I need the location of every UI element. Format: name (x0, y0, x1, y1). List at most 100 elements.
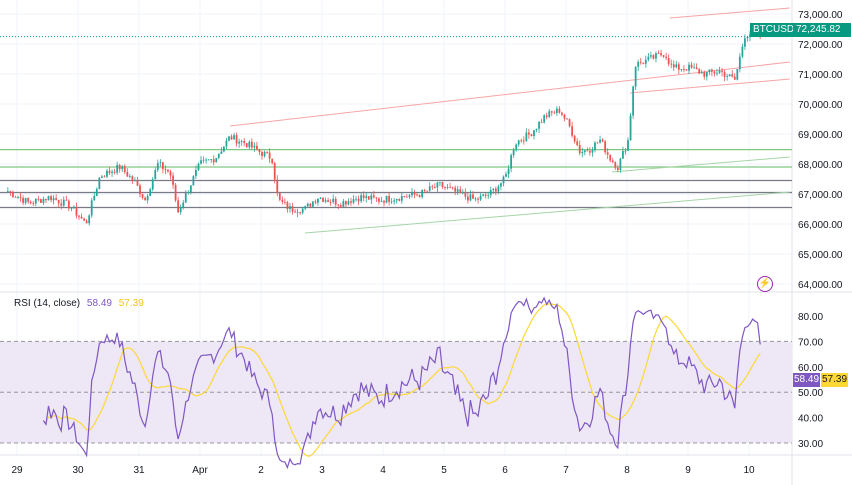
rsi-ma-badge: 57.39 (821, 373, 848, 387)
candle-body (594, 142, 596, 151)
candle-body (502, 176, 505, 184)
candle-body (388, 196, 390, 202)
candle-body (248, 141, 251, 148)
candle-body (281, 199, 284, 202)
time-tick-label: 4 (380, 465, 386, 476)
candle-body (205, 159, 207, 161)
candle-body (634, 66, 637, 87)
candle-body (215, 157, 218, 163)
candle-body (479, 195, 482, 200)
candle-body (159, 162, 162, 164)
candle-body (144, 197, 146, 201)
candle-body (217, 154, 220, 158)
price-tick-label: 71,000.00 (798, 70, 843, 81)
candle-body (738, 56, 741, 70)
candle-body (728, 74, 731, 77)
candle-body (512, 149, 515, 156)
candle-body (456, 189, 459, 192)
candle-body (413, 192, 416, 195)
candle-body (540, 122, 543, 123)
price-tick-label: 72,000.00 (798, 40, 843, 51)
candle-body (431, 186, 434, 188)
candle-body (42, 198, 45, 203)
candle-body (263, 152, 266, 157)
candle-body (670, 63, 673, 65)
candle-body (85, 220, 88, 224)
candle-body (233, 135, 235, 140)
candle-body (151, 179, 154, 190)
candle-body (599, 139, 601, 143)
candle-body (121, 166, 124, 170)
candle-body (6, 191, 9, 192)
trendline (229, 61, 790, 127)
candle-body (655, 53, 657, 59)
candle-body (439, 182, 441, 183)
candle-body (446, 186, 449, 188)
candle-body (278, 192, 281, 200)
candle-body (690, 64, 693, 68)
candle-body (624, 150, 627, 152)
candle-body (164, 169, 167, 171)
candle-body (520, 140, 523, 142)
price-tick-label: 68,000.00 (798, 160, 843, 171)
candle-body (50, 196, 52, 201)
candle-body (197, 163, 200, 170)
time-tick-label: 9 (685, 465, 691, 476)
lightning-icon[interactable]: ⚡ (757, 276, 773, 292)
candle-body (665, 56, 668, 58)
candle-body (156, 163, 159, 171)
candle-body (337, 204, 340, 206)
candle-body (561, 112, 563, 115)
candle-body (17, 197, 19, 198)
rsi-tick-label: 80.00 (798, 312, 823, 323)
candle-body (400, 195, 403, 201)
candle-body (576, 141, 579, 146)
candle-body (243, 140, 246, 144)
candle-body (339, 205, 342, 207)
candle-body (510, 155, 512, 169)
candle-body (362, 195, 365, 198)
candle-body (395, 199, 398, 201)
candle-body (517, 140, 520, 145)
candle-body (538, 122, 540, 129)
candle-body (352, 199, 355, 203)
candle-body (619, 158, 622, 170)
candle-body (677, 64, 680, 70)
candle-body (421, 189, 424, 198)
candle-body (45, 198, 47, 201)
trendline (669, 7, 790, 19)
candle-body (291, 206, 294, 212)
candle-body (492, 188, 495, 191)
candle-body (693, 67, 695, 69)
candle-body (306, 203, 309, 207)
candle-body (606, 152, 609, 155)
candle-body (299, 212, 302, 214)
candle-body (39, 199, 42, 203)
candle-body (304, 206, 307, 209)
candle-body (332, 198, 335, 203)
candle-body (329, 201, 332, 203)
candle-body (487, 195, 490, 196)
candle-body (268, 152, 271, 159)
candle-body (718, 70, 721, 73)
candle-body (591, 150, 594, 153)
candle-body (195, 169, 197, 177)
candle-body (398, 199, 401, 201)
candle-body (535, 128, 538, 131)
candle-body (253, 145, 256, 148)
candle-body (283, 201, 286, 203)
candle-body (652, 55, 655, 59)
candle-body (78, 215, 80, 217)
candle-body (289, 206, 291, 210)
candle-body (550, 111, 553, 113)
candle-body (383, 200, 385, 203)
candle-body (494, 188, 497, 192)
candle-body (113, 171, 116, 173)
candle-body (67, 200, 70, 209)
candle-body (426, 190, 429, 192)
candle-body (385, 196, 388, 203)
candle-body (454, 187, 457, 192)
candle-body (55, 198, 58, 200)
candle-body (189, 185, 192, 193)
